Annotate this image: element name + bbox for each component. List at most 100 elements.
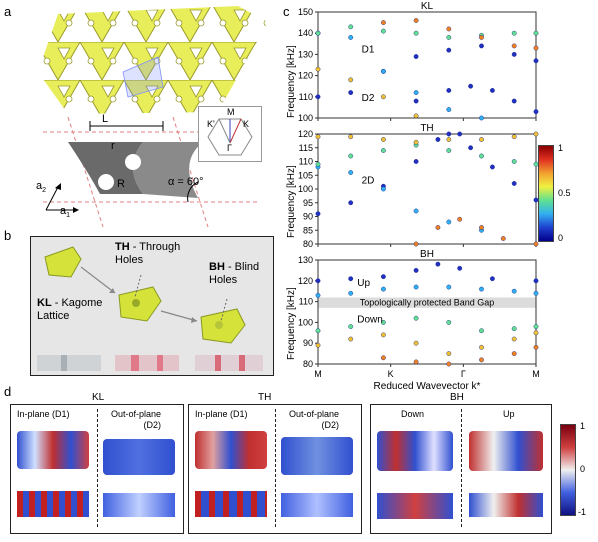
mode-box-kl: In-plane (D1) Out-of-plane (D2) [10, 404, 184, 534]
chart-frame [317, 11, 537, 119]
group-title-bh: BH [450, 392, 464, 403]
data-point [348, 24, 354, 30]
mode-shape-th-d1-side [195, 491, 267, 517]
band-gap-label: Topologically protected Band Gap [360, 298, 495, 308]
data-point [446, 351, 452, 356]
mode-shape-th-d2-top [281, 437, 353, 475]
y-tick-label: 110 [299, 92, 313, 102]
th-label: TH - Through Holes [115, 241, 181, 266]
data-point [479, 328, 484, 334]
data-point [533, 109, 539, 115]
annotation-down: Down [357, 314, 383, 325]
bz-Kprime-label: K' [207, 119, 215, 129]
panel-label-b: b [4, 228, 12, 243]
y-tick-label: 85 [303, 225, 313, 235]
data-point [468, 83, 474, 89]
data-point [446, 361, 452, 367]
data-point [446, 107, 452, 112]
data-point [381, 94, 386, 100]
mode-box-th: In-plane (D1) Out-of-plane (D2) [188, 404, 362, 534]
colorbar-c [538, 145, 554, 242]
y-tick-label: 105 [298, 170, 313, 180]
data-point [315, 292, 321, 298]
data-point [446, 26, 452, 32]
mode-shape-bh-down-top [377, 431, 453, 471]
mode-shape-kl-d1-side [17, 491, 89, 517]
kagome-lattice-illustration [38, 6, 268, 228]
chart-title: KL [421, 1, 434, 12]
data-point [315, 66, 321, 72]
data-point [511, 52, 517, 57]
y-tick-label: 110 [299, 297, 313, 307]
data-point [446, 137, 452, 142]
data-point [315, 211, 321, 217]
data-point [479, 43, 484, 49]
data-point [533, 330, 539, 336]
data-point [315, 94, 321, 100]
data-point [381, 137, 386, 142]
data-point [533, 30, 539, 36]
x-tick-label: M [314, 369, 322, 379]
data-point [413, 267, 419, 273]
y-tick-label: 120 [298, 276, 313, 286]
data-point [479, 115, 484, 121]
y-tick-label: 115 [299, 143, 313, 153]
dispersion-charts: 100 110 120 130 140 150 KL D1 D2 80 85 90 95 100 105 11… [298, 1, 540, 392]
chart-frame [317, 259, 537, 365]
bz-K-label: K [243, 119, 250, 129]
data-point [348, 290, 354, 296]
data-point [511, 336, 517, 342]
data-point [533, 131, 539, 137]
mode-right-label-bh: Up [503, 409, 515, 419]
data-point [511, 134, 517, 140]
data-point [446, 131, 452, 137]
chart-frame [317, 133, 537, 245]
panel-label-c: c [283, 4, 290, 19]
data-point [381, 20, 386, 25]
x-axis-label: Reduced Wavevector k* [374, 381, 481, 392]
annotation-2d: 2D [362, 176, 375, 187]
colorbar-c-tick-05: 0.5 [558, 188, 571, 198]
data-point [348, 90, 354, 95]
mode-shape-th-d1-top [195, 431, 267, 469]
x-tick-label: Γ [461, 369, 466, 379]
data-point [381, 68, 386, 74]
data-point [511, 326, 517, 332]
data-point [446, 47, 452, 53]
mode-shape-bh-up-side [469, 493, 543, 517]
structures-box: TH - Through Holes BH - Blind Holes KL - K… [30, 236, 274, 376]
bz-M-label: M [227, 107, 235, 117]
data-point [457, 265, 463, 271]
data-point [348, 324, 354, 329]
data-point [348, 134, 354, 140]
data-point [533, 58, 539, 64]
colorbar-d [560, 424, 576, 516]
data-point [533, 290, 539, 296]
data-point [413, 284, 419, 290]
length-label: L [102, 113, 109, 125]
data-point [381, 274, 386, 280]
data-point [533, 241, 539, 247]
data-point [479, 137, 484, 142]
data-point [413, 208, 419, 214]
data-point [511, 351, 517, 356]
mode-shape-kl-d2-top [103, 439, 175, 475]
data-point [457, 216, 463, 222]
data-point [489, 276, 495, 282]
annotation-d2: D2 [362, 93, 375, 104]
data-point [446, 88, 452, 93]
mode-box-bh: Down Up [370, 404, 552, 534]
data-point [479, 344, 484, 350]
y-tick-label: 80 [303, 239, 313, 249]
radius-R-label: R [117, 178, 125, 190]
mode-left-label-kl: In-plane (D1) [17, 409, 70, 419]
radius-r-label: r [111, 140, 115, 152]
data-point [533, 344, 539, 350]
y-tick-label: 95 [303, 198, 313, 208]
data-point [446, 284, 452, 290]
data-point [511, 181, 517, 186]
data-point [435, 261, 441, 267]
data-point [413, 30, 419, 36]
data-point [511, 159, 517, 164]
data-point [413, 90, 419, 95]
